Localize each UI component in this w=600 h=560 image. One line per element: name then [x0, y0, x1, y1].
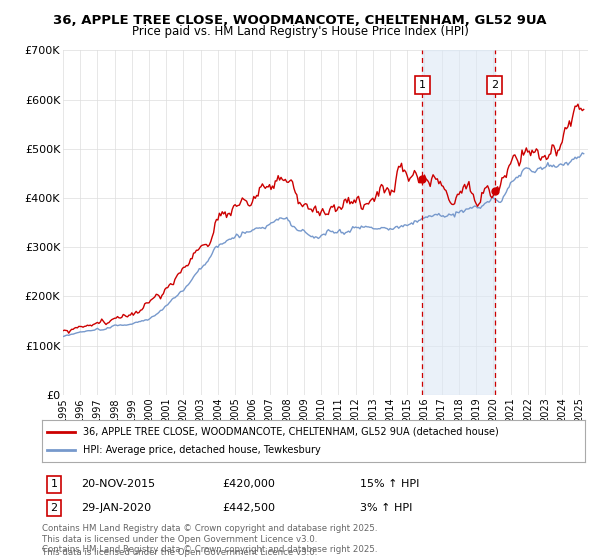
Text: 20-NOV-2015: 20-NOV-2015	[81, 479, 155, 489]
Text: This data is licensed under the Open Government Licence v3.0.: This data is licensed under the Open Gov…	[42, 548, 317, 557]
Text: 36, APPLE TREE CLOSE, WOODMANCOTE, CHELTENHAM, GL52 9UA: 36, APPLE TREE CLOSE, WOODMANCOTE, CHELT…	[53, 14, 547, 27]
Text: 15% ↑ HPI: 15% ↑ HPI	[360, 479, 419, 489]
Text: Contains HM Land Registry data © Crown copyright and database right 2025.: Contains HM Land Registry data © Crown c…	[42, 524, 377, 533]
Text: HPI: Average price, detached house, Tewkesbury: HPI: Average price, detached house, Tewk…	[83, 445, 320, 455]
Text: £420,000: £420,000	[222, 479, 275, 489]
Text: This data is licensed under the Open Government Licence v3.0.: This data is licensed under the Open Gov…	[42, 535, 317, 544]
Text: 2: 2	[491, 80, 498, 90]
Text: 1: 1	[50, 479, 58, 489]
Text: 3% ↑ HPI: 3% ↑ HPI	[360, 503, 412, 513]
Bar	[422, 50, 494, 395]
Text: 2: 2	[50, 503, 58, 513]
Text: Contains HM Land Registry data © Crown copyright and database right 2025.: Contains HM Land Registry data © Crown c…	[42, 545, 377, 554]
Text: £442,500: £442,500	[222, 503, 275, 513]
Text: 36, APPLE TREE CLOSE, WOODMANCOTE, CHELTENHAM, GL52 9UA (detached house): 36, APPLE TREE CLOSE, WOODMANCOTE, CHELT…	[83, 427, 499, 437]
Text: Price paid vs. HM Land Registry's House Price Index (HPI): Price paid vs. HM Land Registry's House …	[131, 25, 469, 38]
Text: 1: 1	[419, 80, 426, 90]
Text: 29-JAN-2020: 29-JAN-2020	[81, 503, 151, 513]
